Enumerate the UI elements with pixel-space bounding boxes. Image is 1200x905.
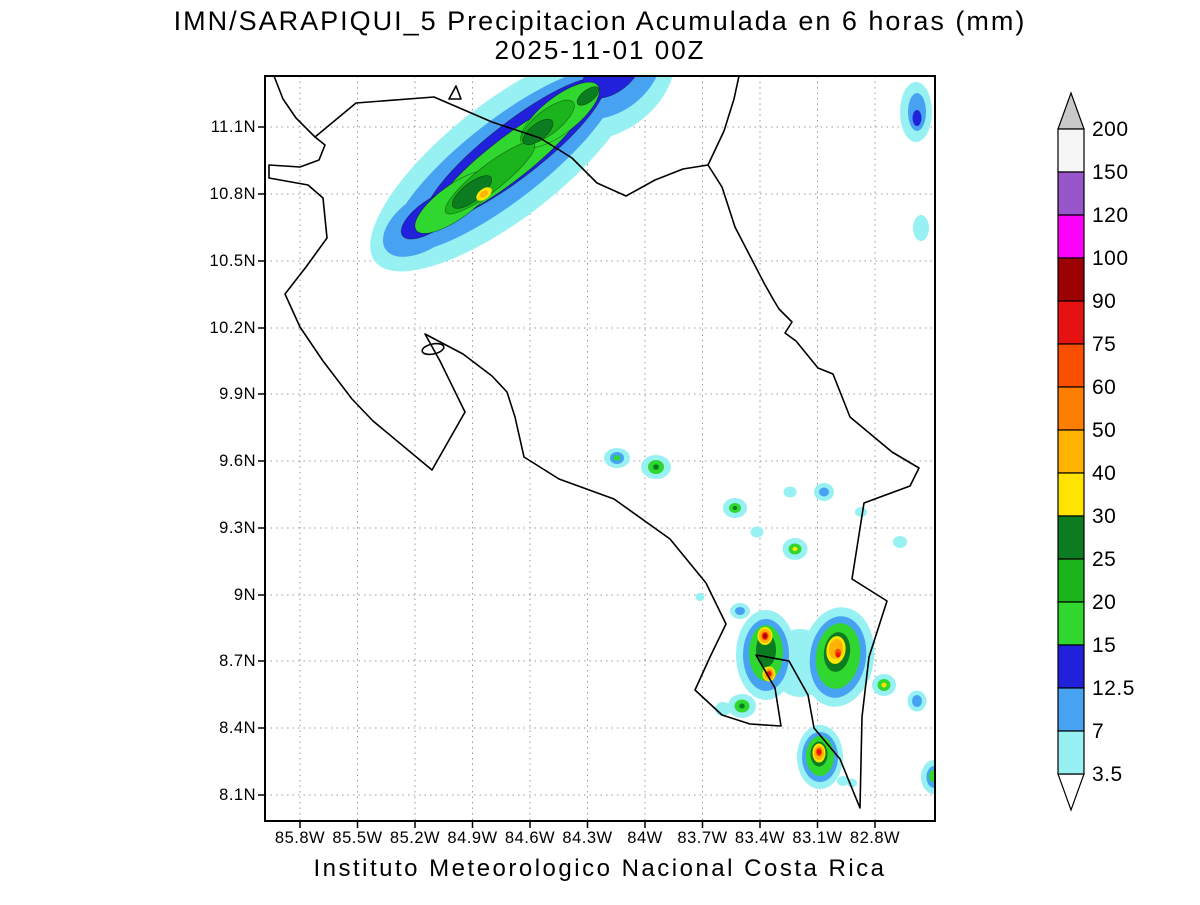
- axis-tick-marks: [258, 126, 876, 828]
- colorbar-label: 120: [1092, 204, 1129, 227]
- colorbar-label: 3.5: [1092, 763, 1123, 786]
- colorbar-label: 200: [1092, 118, 1129, 141]
- colorbar-label: 75: [1092, 333, 1116, 356]
- costa-rica-border-path: [268, 96, 920, 809]
- colorbar-label: 30: [1092, 505, 1116, 528]
- x-axis-labels: 85.8W 85.5W 85.2W 84.9W 84.6W 84.3W 84W …: [275, 829, 900, 847]
- colorbar-segment: [1057, 558, 1085, 603]
- x-tick-label: 82.8W: [850, 829, 900, 847]
- y-tick-label: 9.9N: [219, 385, 256, 403]
- y-tick-label: 9.3N: [219, 519, 256, 537]
- lake-islet: [448, 85, 462, 100]
- y-tick-label: 11.1N: [211, 118, 256, 136]
- x-tick-label: 85.5W: [332, 829, 382, 847]
- y-tick-label: 8.4N: [219, 719, 256, 737]
- x-tick-label: 83.7W: [677, 829, 727, 847]
- colorbar: 200 150 120 100 90 75 60 50 40 30 25 20 …: [1057, 91, 1135, 812]
- x-tick-label: 84W: [627, 829, 662, 847]
- precip-cells-east-edge: [900, 82, 932, 241]
- precipitation-shading: [370, 76, 935, 794]
- nicaragua-coast-segment: [273, 76, 316, 138]
- colorbar-segment: [1057, 214, 1085, 259]
- precip-cells-central: [604, 448, 907, 619]
- colorbar-segment: [1057, 128, 1085, 173]
- y-axis-labels: 11.1N 10.8N 10.5N 10.2N 9.9N 9.6N 9.3N 9…: [209, 118, 256, 804]
- y-tick-label: 9N: [234, 586, 256, 604]
- colorbar-label: 100: [1092, 247, 1129, 270]
- colorbar-segment: [1057, 171, 1085, 216]
- colorbar-bottom-arrow: [1057, 773, 1085, 812]
- colorbar-segment: [1057, 472, 1085, 517]
- y-tick-label: 8.7N: [219, 652, 256, 670]
- isla-chira: [421, 342, 445, 356]
- colorbar-label: 25: [1092, 548, 1116, 571]
- y-tick-label: 10.5N: [209, 252, 256, 270]
- colorbar-segment: [1057, 257, 1085, 302]
- costa-rica-outline: [268, 76, 920, 809]
- colorbar-segment: [1057, 644, 1085, 689]
- colorbar-segment: [1057, 730, 1085, 775]
- colorbar-segment: [1057, 343, 1085, 388]
- colorbar-label: 150: [1092, 161, 1129, 184]
- x-tick-label: 84.6W: [505, 829, 555, 847]
- precip-band-northwest: [370, 76, 675, 272]
- colorbar-label: 15: [1092, 634, 1116, 657]
- colorbar-label: 50: [1092, 419, 1116, 442]
- page-title: IMN/SARAPIQUI_5 Precipitacion Acumulada …: [174, 6, 1027, 36]
- x-tick-label: 83.4W: [735, 829, 785, 847]
- grid-lines: [265, 76, 935, 821]
- x-tick-label: 84.3W: [562, 829, 612, 847]
- colorbar-segment: [1057, 601, 1085, 646]
- x-tick-label: 85.2W: [390, 829, 440, 847]
- colorbar-segment: [1057, 386, 1085, 431]
- colorbar-label: 7: [1092, 720, 1104, 743]
- colorbar-label: 90: [1092, 290, 1116, 313]
- plot-frame: [264, 75, 936, 822]
- colorbar-segment: [1057, 687, 1085, 732]
- colorbar-label: 12.5: [1092, 677, 1135, 700]
- x-tick-label: 83.1W: [792, 829, 842, 847]
- colorbar-top-arrow: [1057, 91, 1085, 130]
- y-tick-label: 9.6N: [219, 452, 256, 470]
- x-tick-label: 85.8W: [275, 829, 325, 847]
- institution-caption: Instituto Meteorologico Nacional Costa R…: [313, 855, 886, 882]
- colorbar-segment: [1057, 300, 1085, 345]
- y-tick-label: 10.8N: [209, 185, 256, 203]
- colorbar-label: 60: [1092, 376, 1116, 399]
- nicaragua-caribbean-segment: [707, 76, 740, 166]
- colorbar-label: 20: [1092, 591, 1116, 614]
- colorbar-segment: [1057, 429, 1085, 474]
- y-tick-label: 8.1N: [219, 786, 256, 804]
- colorbar-label: 40: [1092, 462, 1116, 485]
- valid-time-label: 2025-11-01 00Z: [494, 35, 705, 65]
- x-tick-label: 84.9W: [447, 829, 497, 847]
- colorbar-segment: [1057, 515, 1085, 560]
- y-tick-label: 10.2N: [209, 319, 256, 337]
- precip-cluster-south: [715, 607, 935, 794]
